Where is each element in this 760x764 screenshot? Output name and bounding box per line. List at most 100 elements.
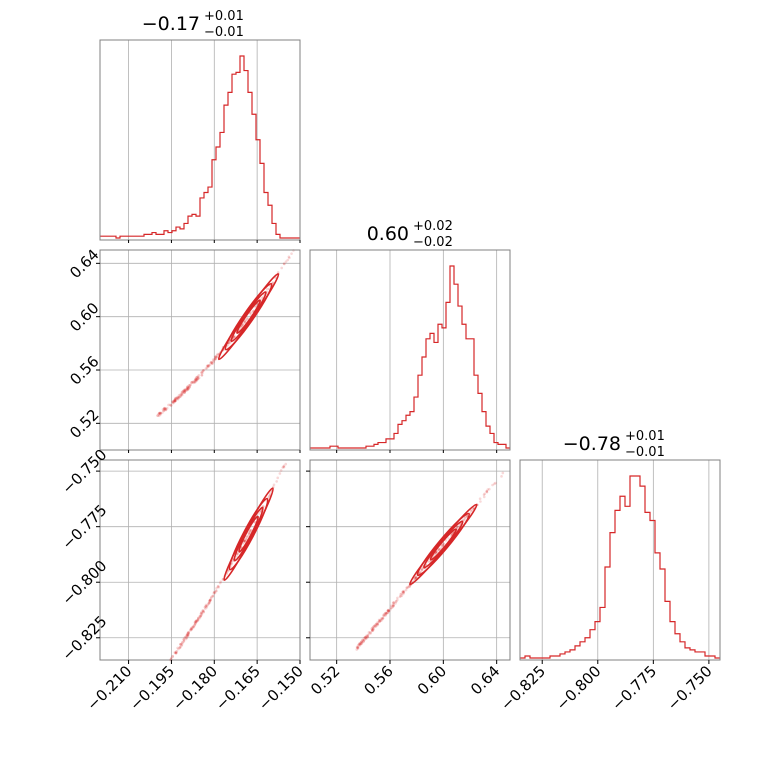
scatter-point	[488, 487, 491, 491]
scatter-point	[164, 408, 168, 412]
scatter-point	[174, 650, 178, 654]
scatter-point	[384, 614, 388, 617]
scatter-point	[198, 616, 202, 620]
scatter-point	[199, 612, 203, 616]
x-tick-label: −0.195	[126, 662, 178, 714]
scatter-point	[371, 629, 374, 632]
scatter-point	[204, 607, 207, 610]
scatter-point	[207, 364, 210, 367]
scatter-point	[244, 318, 248, 322]
scatter-point	[186, 634, 190, 637]
scatter-point	[194, 620, 197, 624]
scatter-point	[202, 369, 205, 372]
scatter-point	[359, 641, 362, 645]
scatter-panel-0-1	[100, 249, 301, 450]
scatter-point	[180, 393, 184, 397]
scatter-point	[172, 400, 176, 403]
scatter-point	[206, 364, 209, 368]
scatter-point	[370, 627, 373, 631]
scatter-point	[186, 385, 190, 389]
scatter-point	[485, 490, 489, 493]
scatter-point	[402, 591, 406, 594]
scatter-point	[196, 377, 200, 380]
histogram-panel-0	[100, 40, 301, 240]
scatter-point	[192, 625, 196, 629]
scatter-point	[228, 341, 231, 345]
scatter-point	[249, 529, 253, 532]
scatter-point	[386, 611, 389, 615]
scatter-point	[181, 389, 185, 393]
scatter-point	[180, 391, 184, 394]
x-tick-label: 0.64	[467, 662, 503, 698]
scatter-point	[189, 627, 193, 631]
scatter-point	[179, 642, 183, 646]
scatter-point	[265, 287, 269, 291]
scatter-point	[359, 642, 363, 646]
scatter-point	[178, 646, 182, 650]
scatter-point	[209, 598, 212, 602]
scatter-point	[191, 625, 195, 629]
scatter-point	[185, 633, 189, 636]
scatter-point	[190, 627, 193, 631]
scatter-point	[420, 568, 423, 572]
scatter-point	[364, 634, 368, 638]
contour-line	[409, 503, 478, 586]
scatter-point	[181, 641, 184, 645]
scatter-point	[206, 365, 210, 368]
scatter-point	[171, 655, 175, 658]
scatter-point	[418, 571, 421, 575]
scatter-point	[195, 619, 198, 622]
scatter-point	[370, 628, 374, 632]
scatter-point	[387, 609, 391, 613]
contour-line	[217, 273, 280, 361]
scatter-point	[381, 616, 385, 620]
scatter-point	[171, 401, 175, 405]
scatter-point	[394, 600, 398, 603]
scatter-point	[375, 622, 378, 625]
scatter-point	[180, 644, 183, 647]
scatter-point	[260, 297, 264, 300]
scatter-point	[182, 640, 186, 643]
scatter-point	[194, 377, 198, 381]
scatter-point	[189, 628, 193, 632]
scatter-point	[163, 407, 167, 410]
scatter-point	[169, 404, 173, 407]
scatter-point	[179, 393, 182, 396]
scatter-point	[186, 634, 190, 638]
y-tick-label: 0.60	[66, 299, 102, 335]
scatter-point	[163, 408, 167, 412]
scatter-point	[391, 601, 395, 605]
scatter-point	[279, 469, 283, 472]
scatter-point	[213, 358, 217, 361]
scatter-point	[174, 396, 177, 400]
scatter-point	[371, 628, 374, 632]
scatter-point	[209, 596, 213, 600]
scatter-point	[194, 379, 198, 383]
scatter-point	[192, 380, 195, 383]
scatter-point	[363, 635, 367, 639]
scatter-point	[203, 605, 207, 609]
scatter-point	[272, 483, 276, 487]
scatter-point	[364, 636, 368, 639]
scatter-point	[420, 567, 424, 571]
scatter-point	[167, 403, 170, 407]
scatter-point	[501, 471, 505, 475]
scatter-point	[202, 368, 206, 372]
scatter-point	[248, 530, 252, 534]
scatter-point	[466, 514, 469, 517]
scatter-point	[242, 540, 246, 544]
scatter-point	[168, 403, 172, 407]
scatter-point	[177, 396, 180, 400]
scatter-point	[240, 324, 244, 327]
scatter-point	[179, 642, 182, 646]
scatter-point	[173, 399, 176, 403]
scatter-point	[389, 604, 393, 608]
scatter-point	[381, 616, 385, 620]
scatter-point	[183, 391, 186, 394]
scatter-point	[356, 646, 360, 649]
scatter-point	[188, 628, 192, 632]
scatter-point	[276, 476, 280, 480]
scatter-point	[196, 377, 200, 381]
scatter-point	[164, 407, 167, 411]
